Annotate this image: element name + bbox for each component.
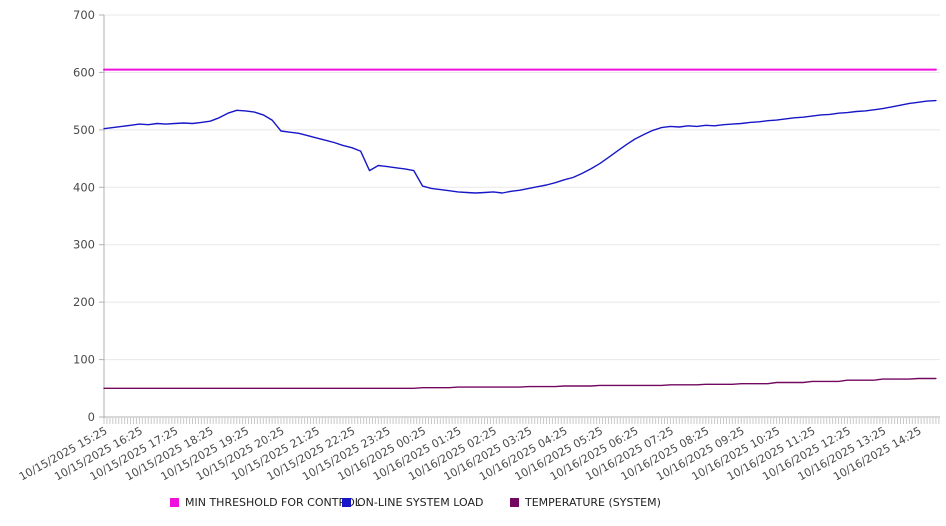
y-tick-label: 200 xyxy=(73,295,95,309)
y-tick-label: 400 xyxy=(73,180,95,194)
y-tick-label: 300 xyxy=(73,238,95,252)
legend-swatch-min-threshold-icon xyxy=(170,498,179,507)
legend-label-online-system-load: ON-LINE SYSTEM LOAD xyxy=(357,496,484,509)
y-tick-label: 700 xyxy=(73,8,95,22)
series-line-temperature-system xyxy=(103,377,937,389)
legend-item-online-system-load[interactable]: ON-LINE SYSTEM LOAD xyxy=(342,496,483,509)
series-line-on-line-system-load xyxy=(103,99,937,194)
legend-swatch-temperature-system-icon xyxy=(510,498,519,507)
legend-item-min-threshold-for-control[interactable]: MIN THRESHOLD FOR CONTROL xyxy=(170,496,361,509)
y-tick-label: 500 xyxy=(73,123,95,137)
legend-label-temperature-system: TEMPERATURE (SYSTEM) xyxy=(525,496,661,509)
legend-label-min-threshold: MIN THRESHOLD FOR CONTROL xyxy=(185,496,361,509)
y-tick-label: 100 xyxy=(73,353,95,367)
legend-swatch-online-system-load-icon xyxy=(342,498,351,507)
y-tick-label: 600 xyxy=(73,65,95,79)
y-tick-label: 0 xyxy=(88,410,95,424)
chart-legend: MIN THRESHOLD FOR CONTROL ON-LINE SYSTEM… xyxy=(0,496,946,518)
legend-item-temperature-system[interactable]: TEMPERATURE (SYSTEM) xyxy=(510,496,661,509)
trend-chart-panel: 0 100 200 300 400 500 600 700 10/15/2025 15:25 10… xyxy=(17,8,940,509)
